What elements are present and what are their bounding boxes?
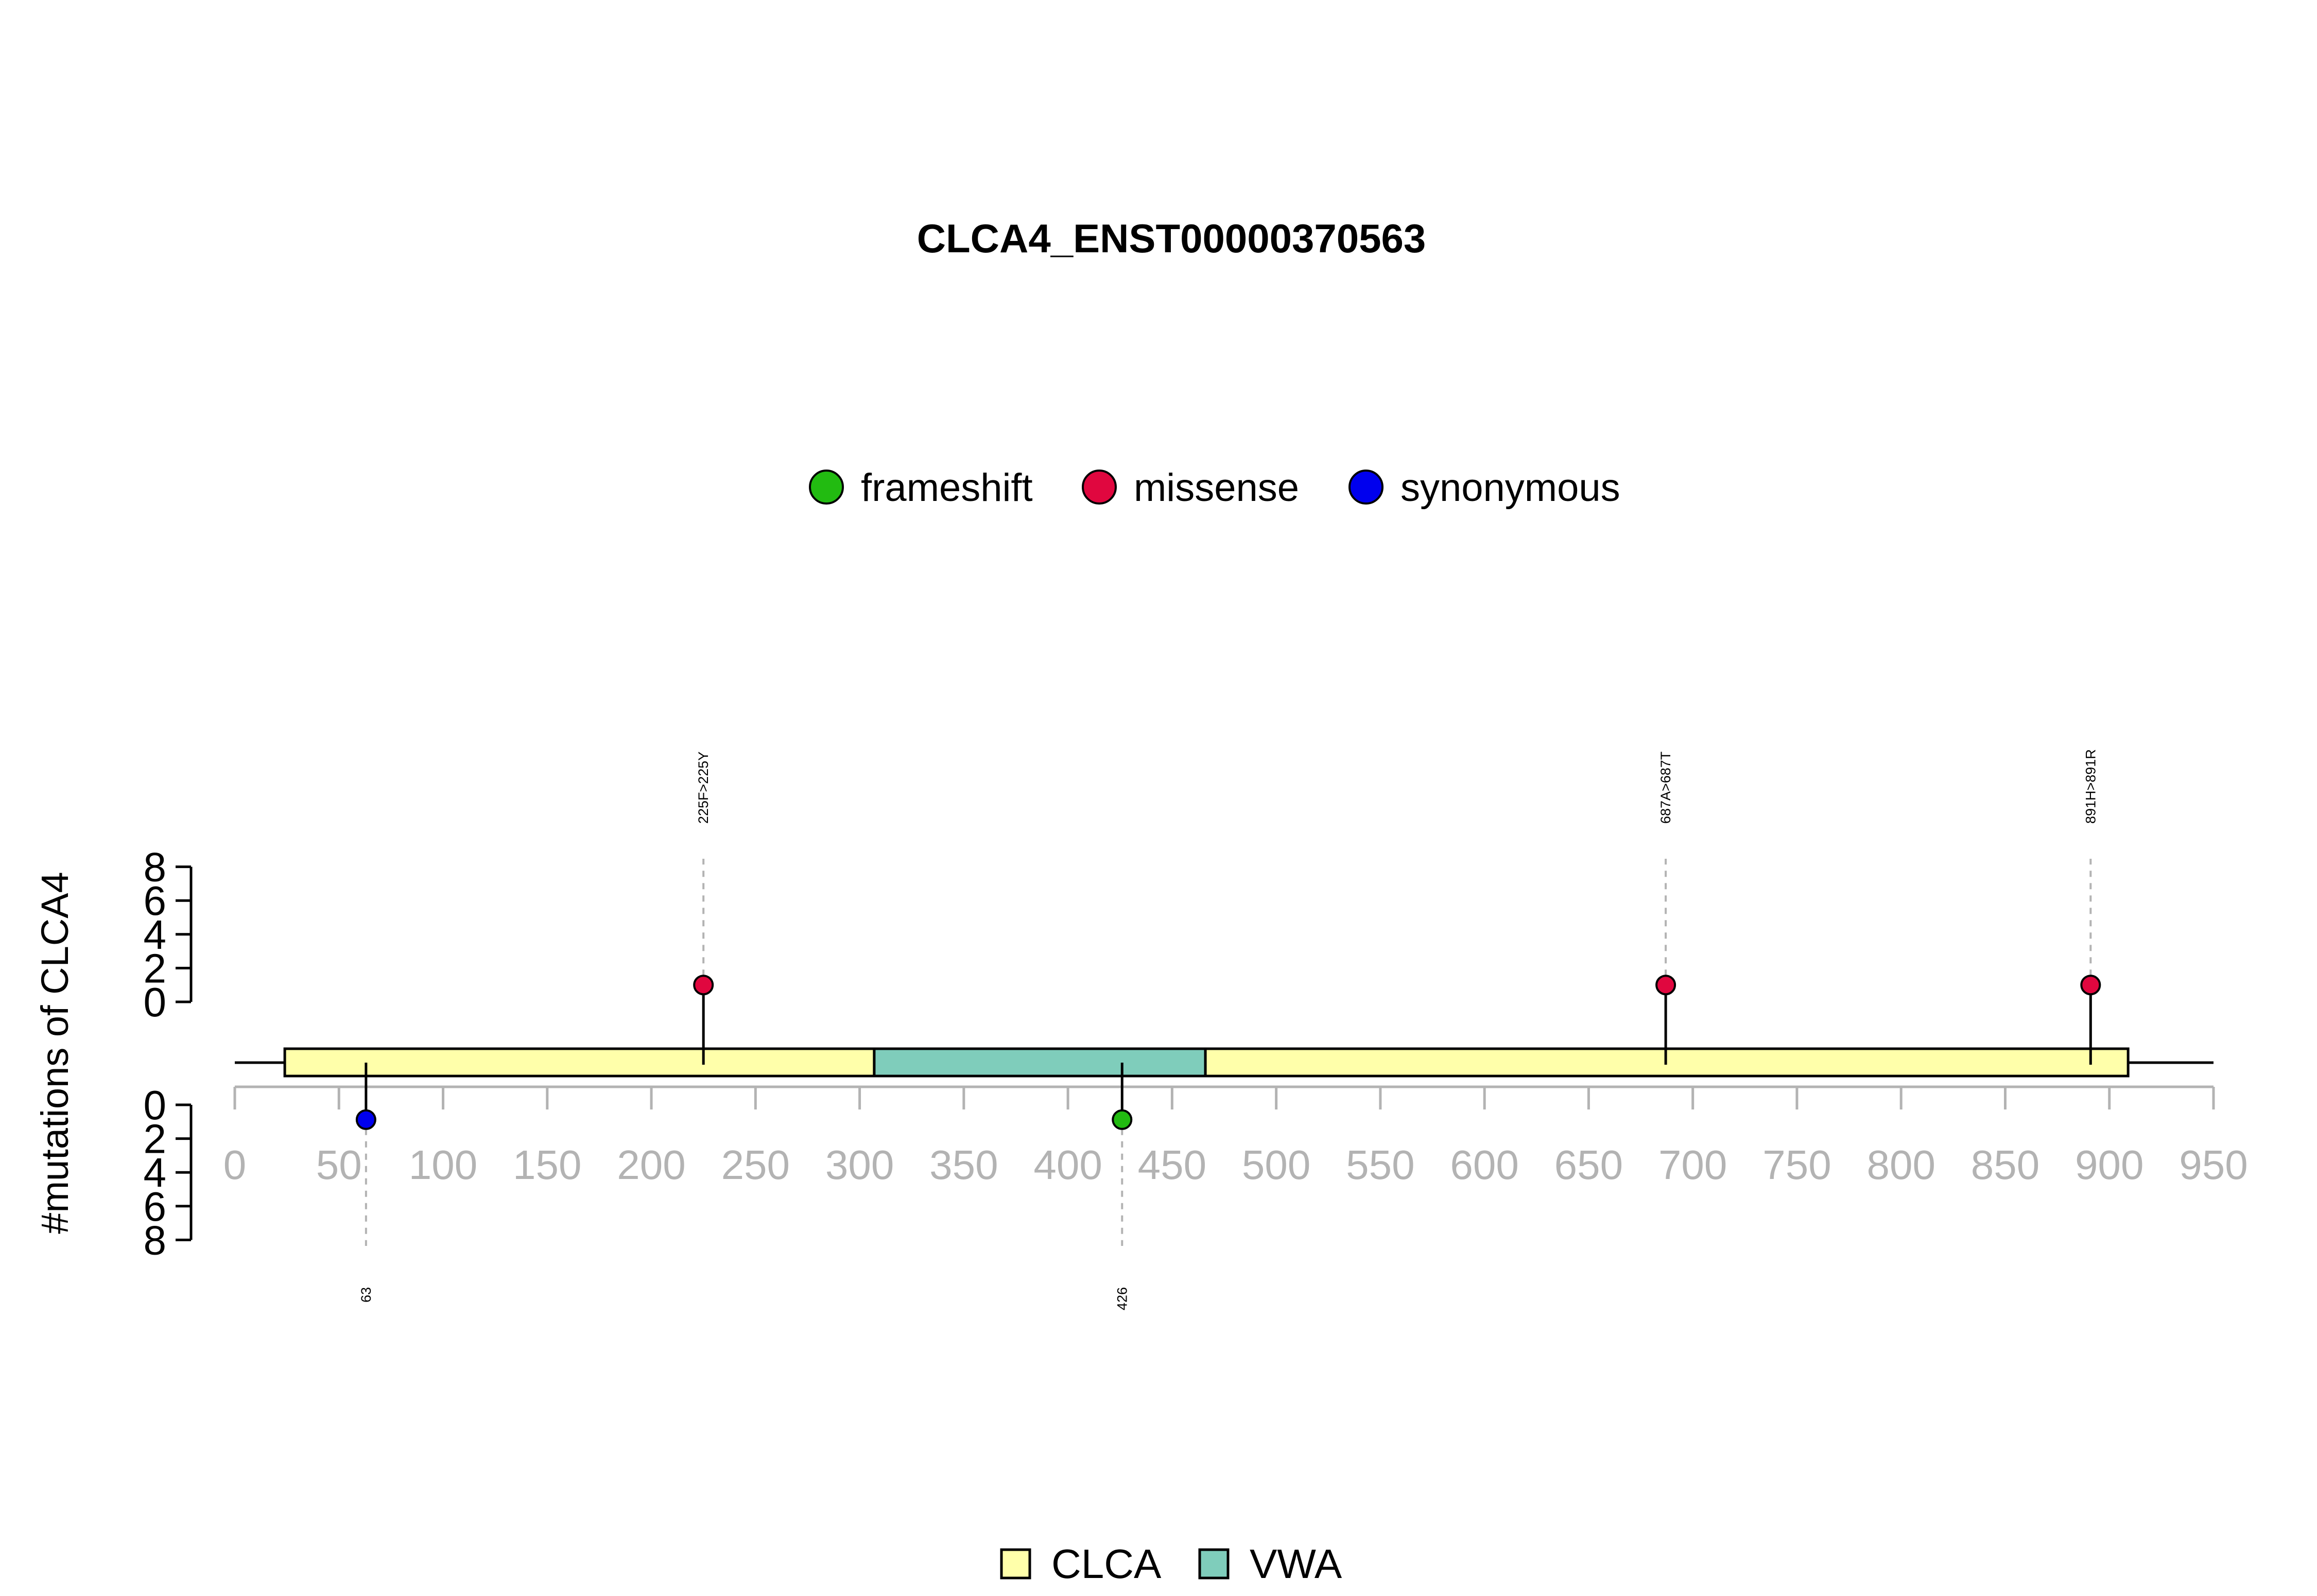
x-tick-label-700: 700 <box>1658 1142 1727 1188</box>
x-tick-label-500: 500 <box>1242 1142 1310 1188</box>
x-tick-label-400: 400 <box>1033 1142 1102 1188</box>
mutation-label-426: 426 <box>1114 1287 1130 1310</box>
y-top-tick-label-8: 8 <box>144 844 167 890</box>
mutation-label-225: 225F>225Y <box>696 752 711 824</box>
x-tick-label-50: 50 <box>316 1142 362 1188</box>
x-tick-label-800: 800 <box>1866 1142 1935 1188</box>
x-tick-label-250: 250 <box>721 1142 790 1188</box>
x-tick-label-650: 650 <box>1554 1142 1623 1188</box>
mutation-label-687: 687A>687T <box>1658 752 1673 824</box>
x-tick-label-150: 150 <box>513 1142 581 1188</box>
x-axis: 0 50 100 150 200 250 300 350 400 450 500 550 600 650 7… <box>223 1085 2248 1188</box>
legend-swatch-clca <box>1000 1548 1031 1580</box>
y-bottom-tick-label-2: 2 <box>144 1116 167 1162</box>
mutation-legend: frameshift missense synonymous <box>809 466 1620 510</box>
y-bottom-tick-label-6: 6 <box>144 1184 167 1229</box>
legend-marker-frameshift <box>809 470 844 505</box>
x-tick-label-450: 450 <box>1138 1142 1206 1188</box>
x-tick-label-950: 950 <box>2179 1142 2247 1188</box>
y-top-tick-label-2: 2 <box>144 945 167 991</box>
legend-label-clca: CLCA <box>1051 1541 1162 1587</box>
x-tick-label-750: 750 <box>1762 1142 1831 1188</box>
lollipop-missense-225 <box>693 975 714 996</box>
y-axis-label: #mutations of CLCA4 <box>33 872 76 1234</box>
x-tick-label-200: 200 <box>617 1142 685 1188</box>
legend-marker-missense <box>1082 470 1117 505</box>
y-top-tick-label-6: 6 <box>144 878 167 924</box>
domain-boxes <box>283 1047 2130 1078</box>
legend-label-synonymous: synonymous <box>1400 466 1620 510</box>
y-top-tick-label-0: 0 <box>144 979 167 1025</box>
x-tick-label-900: 900 <box>2075 1142 2143 1188</box>
legend-swatch-vwa <box>1198 1548 1230 1580</box>
x-tick-label-850: 850 <box>1971 1142 2039 1188</box>
legend-label-vwa: VWA <box>1250 1541 1342 1587</box>
x-tick-label-300: 300 <box>825 1142 894 1188</box>
legend-label-frameshift: frameshift <box>861 466 1033 510</box>
legend-label-missense: missense <box>1134 466 1299 510</box>
x-tick-label-550: 550 <box>1346 1142 1414 1188</box>
x-tick-label-600: 600 <box>1450 1142 1518 1188</box>
chart-title: CLCA4_ENST00000370563 <box>917 216 1426 261</box>
x-tick-label-100: 100 <box>409 1142 477 1188</box>
y-top-tick-label-4: 4 <box>144 912 167 958</box>
domain-legend: CLCA VWA <box>1000 1541 1342 1587</box>
domain-box-vwa-1 <box>873 1047 1207 1078</box>
lollipop-synonymous-63 <box>355 1109 376 1130</box>
y-bottom-tick-label-8: 8 <box>144 1217 167 1263</box>
lollipop-missense-687 <box>1655 975 1676 996</box>
x-tick-label-350: 350 <box>929 1142 998 1188</box>
y-bottom-tick-label-0: 0 <box>144 1082 167 1128</box>
mutations-above: 225F>225Y 687A>687T 891H>891R <box>693 749 2101 1065</box>
domain-box-clca-0 <box>283 1047 876 1078</box>
lollipop-missense-891 <box>2080 975 2101 996</box>
lollipop-frameshift-426 <box>1112 1109 1133 1130</box>
x-tick-label-0: 0 <box>223 1142 247 1188</box>
y-bottom-tick-label-4: 4 <box>144 1150 167 1195</box>
mutation-label-891: 891H>891R <box>2083 749 2098 824</box>
legend-marker-synonymous <box>1348 470 1384 505</box>
mutation-label-63: 63 <box>358 1287 374 1303</box>
mutations-below: 63 426 <box>355 1063 1133 1310</box>
